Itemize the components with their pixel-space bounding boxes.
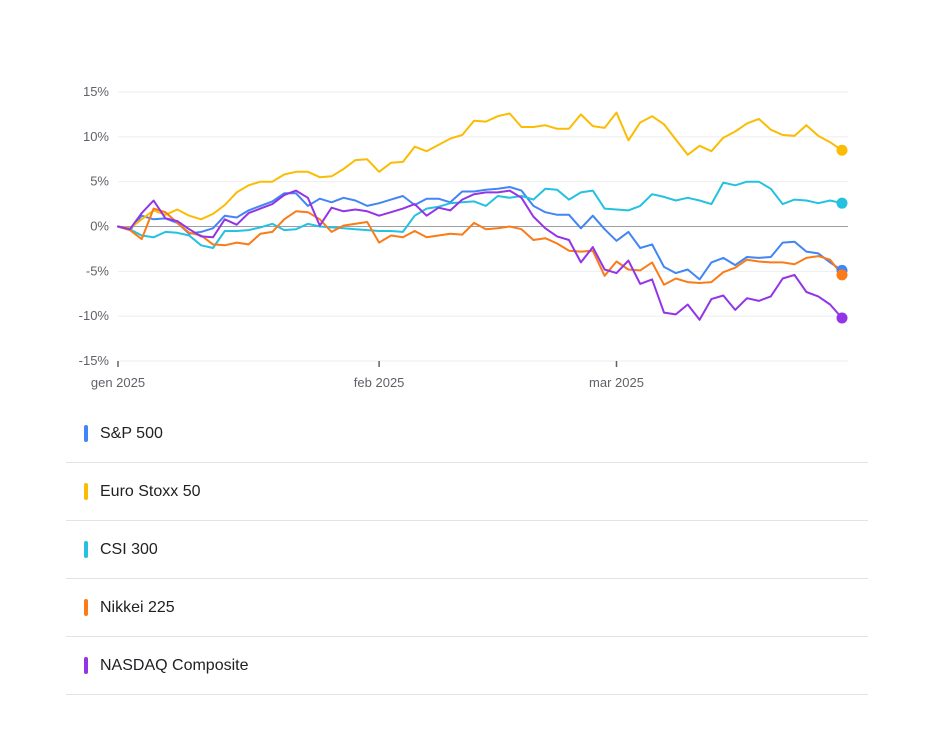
x-axis: gen 2025 feb 2025 mar 2025 [91, 361, 644, 390]
series-end-point-3[interactable] [836, 269, 848, 281]
x-tick-label: mar 2025 [589, 375, 644, 390]
legend-item[interactable]: NASDAQ Composite [66, 637, 868, 695]
legend-label: NASDAQ Composite [100, 656, 249, 674]
series-line-4[interactable] [117, 189, 843, 321]
series-line-1[interactable] [117, 111, 843, 230]
legend-item[interactable]: Euro Stoxx 50 [66, 463, 868, 521]
legend-swatch [84, 483, 88, 500]
y-tick-label: -10% [79, 308, 110, 323]
end-points [836, 144, 848, 324]
y-tick-label: -5% [86, 263, 110, 278]
y-tick-label: -15% [79, 353, 110, 368]
series-end-point-4[interactable] [836, 312, 848, 324]
line-chart: 15% 10% 5% 0% -5% -10% -15% gen 2025 feb 2025 ma… [79, 84, 848, 390]
y-tick-label: 10% [83, 129, 109, 144]
series-line-2[interactable] [117, 180, 843, 249]
x-tick-label: gen 2025 [91, 375, 145, 390]
legend-swatch [84, 599, 88, 616]
x-tick-label: feb 2025 [354, 375, 405, 390]
series-end-point-1[interactable] [836, 144, 848, 156]
legend-swatch [84, 541, 88, 558]
series-end-point-2[interactable] [836, 197, 848, 209]
legend-label: Nikkei 225 [100, 598, 175, 616]
y-axis-labels: 15% 10% 5% 0% -5% -10% -15% [79, 84, 110, 368]
legend-item[interactable]: S&P 500 [66, 405, 868, 463]
series-lines [117, 111, 843, 321]
legend-swatch [84, 657, 88, 674]
legend-label: S&P 500 [100, 424, 163, 442]
y-tick-label: 0% [90, 219, 109, 234]
chart-svg: 15% 10% 5% 0% -5% -10% -15% gen 2025 feb 2025 ma… [79, 84, 848, 390]
series-line-0[interactable] [117, 186, 843, 281]
legend-label: Euro Stoxx 50 [100, 482, 201, 500]
gridlines [118, 91, 848, 362]
y-tick-label: 15% [83, 84, 109, 99]
legend-label: CSI 300 [100, 540, 158, 558]
legend-swatch [84, 425, 88, 442]
legend-item[interactable]: Nikkei 225 [66, 579, 868, 637]
y-tick-label: 5% [90, 174, 109, 189]
legend-item[interactable]: CSI 300 [66, 521, 868, 579]
legend: S&P 500 Euro Stoxx 50 CSI 300 Nikkei 225 NAS… [66, 405, 868, 695]
series-line-3[interactable] [117, 207, 843, 286]
